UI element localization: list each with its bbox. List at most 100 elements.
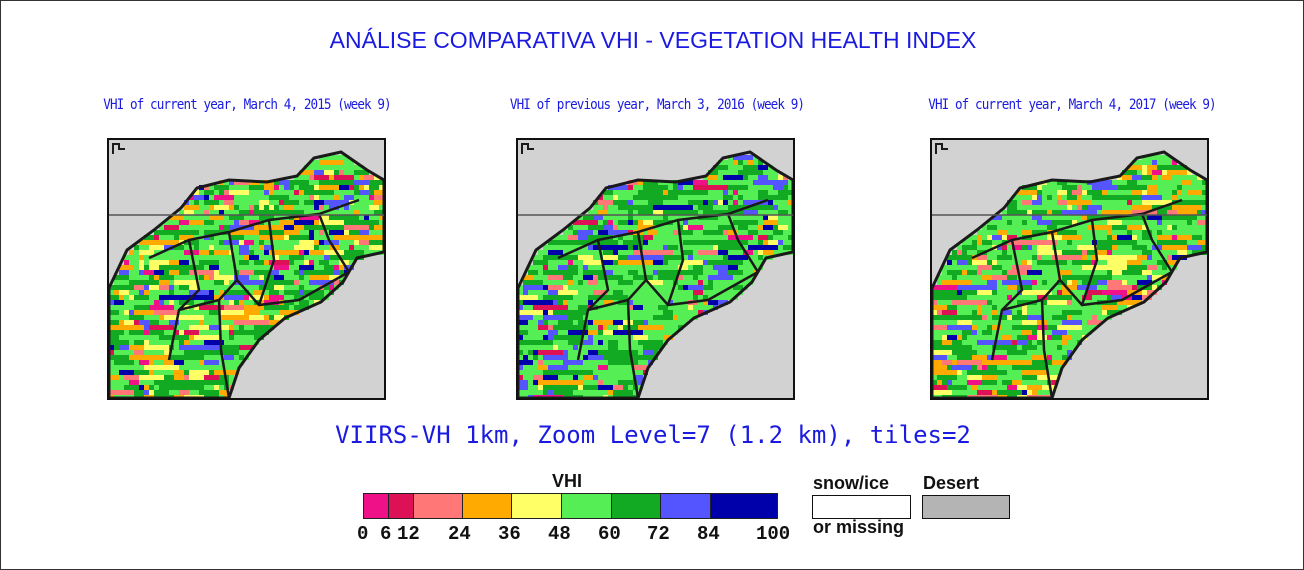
vhi-pixel bbox=[748, 235, 753, 240]
vhi-pixel bbox=[134, 250, 139, 255]
vhi-pixel bbox=[1002, 215, 1007, 220]
vhi-pixel bbox=[319, 190, 324, 195]
vhi-pixel bbox=[982, 355, 987, 360]
vhi-pixel bbox=[159, 330, 164, 335]
vhi-pixel bbox=[743, 275, 748, 280]
vhi-pixel bbox=[1137, 195, 1142, 200]
vhi-pixel bbox=[259, 265, 264, 270]
vhi-pixel bbox=[568, 350, 573, 355]
vhi-pixel bbox=[329, 210, 334, 215]
vhi-pixel bbox=[1012, 210, 1017, 215]
vhi-pixel bbox=[743, 170, 748, 175]
vhi-pixel bbox=[693, 270, 698, 275]
vhi-pixel bbox=[244, 200, 249, 205]
vhi-pixel bbox=[663, 290, 668, 295]
vhi-pixel bbox=[553, 360, 558, 365]
vhi-pixel bbox=[1117, 230, 1122, 235]
vhi-pixel bbox=[593, 265, 598, 270]
vhi-pixel bbox=[1017, 325, 1022, 330]
vhi-pixel bbox=[189, 290, 194, 295]
vhi-pixel bbox=[937, 345, 942, 350]
vhi-pixel bbox=[538, 250, 543, 255]
vhi-pixel bbox=[648, 345, 653, 350]
vhi-pixel bbox=[329, 205, 334, 210]
vhi-pixel bbox=[329, 190, 334, 195]
vhi-pixel bbox=[568, 380, 573, 385]
vhi-pixel bbox=[354, 190, 359, 195]
vhi-pixel bbox=[1162, 235, 1167, 240]
vhi-pixel bbox=[573, 310, 578, 315]
region-boundary bbox=[666, 219, 685, 306]
vhi-pixel bbox=[254, 315, 259, 320]
vhi-pixel bbox=[618, 390, 623, 395]
vhi-pixel bbox=[538, 270, 543, 275]
vhi-pixel bbox=[214, 345, 219, 350]
vhi-pixel bbox=[932, 350, 937, 355]
vhi-pixel bbox=[214, 355, 219, 360]
vhi-pixel bbox=[738, 165, 743, 170]
vhi-pixel bbox=[708, 235, 713, 240]
vhi-pixel bbox=[1002, 275, 1007, 280]
vhi-pixel bbox=[1027, 190, 1032, 195]
vhi-pixel bbox=[259, 320, 264, 325]
vhi-pixel bbox=[184, 230, 189, 235]
vhi-pixel bbox=[932, 345, 937, 350]
vhi-pixel bbox=[1007, 285, 1012, 290]
vhi-pixel bbox=[234, 225, 239, 230]
vhi-pixel bbox=[134, 390, 139, 395]
vhi-pixel bbox=[992, 260, 997, 265]
vhi-pixel bbox=[987, 310, 992, 315]
vhi-pixel bbox=[1027, 260, 1032, 265]
vhi-pixel bbox=[339, 235, 344, 240]
vhi-pixel bbox=[643, 190, 648, 195]
vhi-pixel bbox=[753, 175, 758, 180]
vhi-pixel bbox=[538, 290, 543, 295]
vhi-pixel bbox=[279, 200, 284, 205]
vhi-pixel bbox=[743, 220, 748, 225]
vhi-pixel bbox=[1137, 285, 1142, 290]
vhi-pixel bbox=[932, 325, 937, 330]
vhi-pixel bbox=[1017, 305, 1022, 310]
vhi-pixel bbox=[548, 335, 553, 340]
vhi-pixel bbox=[748, 215, 753, 220]
vhi-pixel bbox=[683, 290, 688, 295]
vhi-pixel bbox=[314, 165, 319, 170]
vhi-pixel bbox=[1112, 220, 1117, 225]
vhi-pixel bbox=[129, 370, 134, 375]
vhi-pixel bbox=[1037, 215, 1042, 220]
vhi-pixel bbox=[109, 340, 114, 345]
vhi-pixel bbox=[568, 290, 573, 295]
vhi-pixel bbox=[653, 220, 658, 225]
vhi-pixel bbox=[109, 365, 114, 370]
vhi-pixel bbox=[1172, 160, 1177, 165]
vhi-pixel bbox=[234, 235, 239, 240]
vhi-pixel bbox=[977, 270, 982, 275]
vhi-pixel bbox=[613, 240, 618, 245]
vhi-pixel bbox=[653, 245, 658, 250]
vhi-pixel bbox=[553, 350, 558, 355]
vhi-pixel bbox=[1022, 265, 1027, 270]
vhi-pixel bbox=[788, 235, 793, 240]
vhi-pixel bbox=[733, 280, 738, 285]
vhi-pixel bbox=[548, 290, 553, 295]
vhi-pixel bbox=[1017, 190, 1022, 195]
vhi-pixel bbox=[309, 275, 314, 280]
vhi-pixel bbox=[1072, 265, 1077, 270]
vhi-pixel bbox=[533, 390, 538, 395]
vhi-pixel bbox=[518, 300, 523, 305]
vhi-pixel bbox=[1137, 250, 1142, 255]
vhi-pixel bbox=[159, 255, 164, 260]
vhi-pixel bbox=[728, 230, 733, 235]
vhi-pixel bbox=[109, 355, 114, 360]
vhi-pixel bbox=[628, 225, 633, 230]
vhi-pixel bbox=[324, 225, 329, 230]
vhi-pixel bbox=[364, 240, 369, 245]
vhi-pixel bbox=[623, 190, 628, 195]
vhi-pixel bbox=[1027, 335, 1032, 340]
vhi-pixel bbox=[229, 360, 234, 365]
vhi-pixel bbox=[1052, 310, 1057, 315]
vhi-pixel bbox=[1137, 235, 1142, 240]
vhi-pixel bbox=[144, 260, 149, 265]
vhi-pixel bbox=[209, 245, 214, 250]
vhi-pixel bbox=[583, 215, 588, 220]
